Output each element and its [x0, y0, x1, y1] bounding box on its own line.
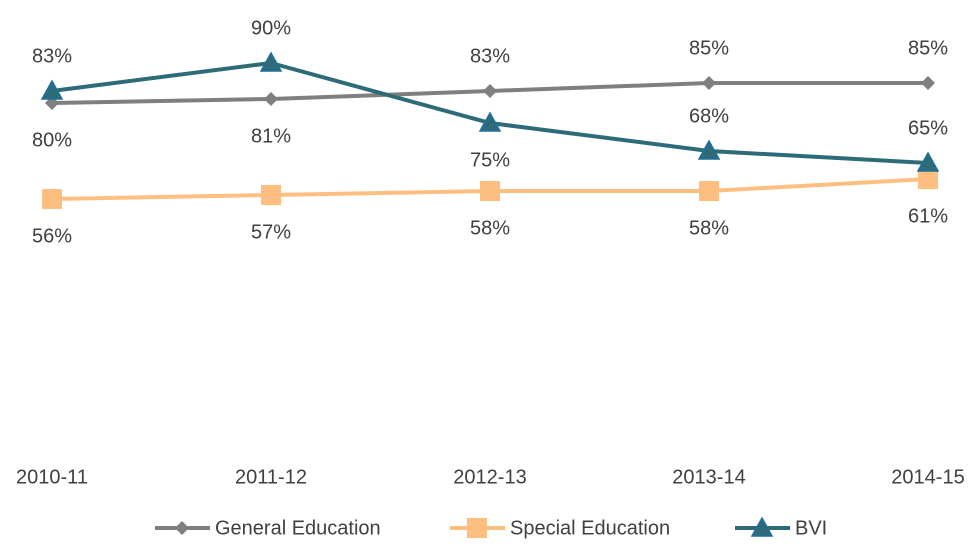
data-label: 85% — [908, 37, 948, 59]
data-label: 83% — [470, 45, 510, 67]
data-label: 57% — [251, 221, 291, 243]
data-label: 85% — [689, 37, 729, 59]
x-tick-label: 2014-15 — [891, 466, 964, 488]
data-label: 58% — [689, 217, 729, 239]
marker — [483, 84, 497, 98]
x-tick-label: 2011-12 — [235, 466, 307, 488]
marker — [699, 181, 719, 201]
data-label: 65% — [908, 117, 948, 139]
x-tick-label: 2013-14 — [672, 466, 745, 488]
data-label: 90% — [251, 17, 291, 39]
data-label: 83% — [32, 45, 72, 67]
marker — [916, 151, 940, 172]
marker — [918, 169, 938, 189]
marker — [921, 76, 935, 90]
marker — [264, 92, 278, 106]
marker — [478, 111, 502, 132]
data-label: 75% — [470, 149, 510, 171]
marker — [40, 79, 64, 100]
marker — [467, 518, 487, 538]
x-tick-label: 2010-11 — [16, 466, 88, 488]
data-label: 80% — [32, 129, 72, 151]
data-label: 81% — [251, 125, 291, 147]
data-label: 56% — [32, 225, 72, 247]
marker — [42, 189, 62, 209]
marker — [702, 76, 716, 90]
marker — [697, 139, 721, 160]
data-label: 61% — [908, 205, 948, 227]
marker — [175, 521, 189, 535]
data-label: 68% — [689, 105, 729, 127]
legend-label: Special Education — [510, 517, 670, 539]
legend-label: General Education — [215, 517, 381, 539]
marker — [480, 181, 500, 201]
legend-label: BVI — [795, 517, 827, 539]
marker — [750, 516, 774, 537]
marker — [261, 185, 281, 205]
x-tick-label: 2012-13 — [453, 466, 526, 488]
marker — [259, 51, 283, 72]
data-label: 58% — [470, 217, 510, 239]
